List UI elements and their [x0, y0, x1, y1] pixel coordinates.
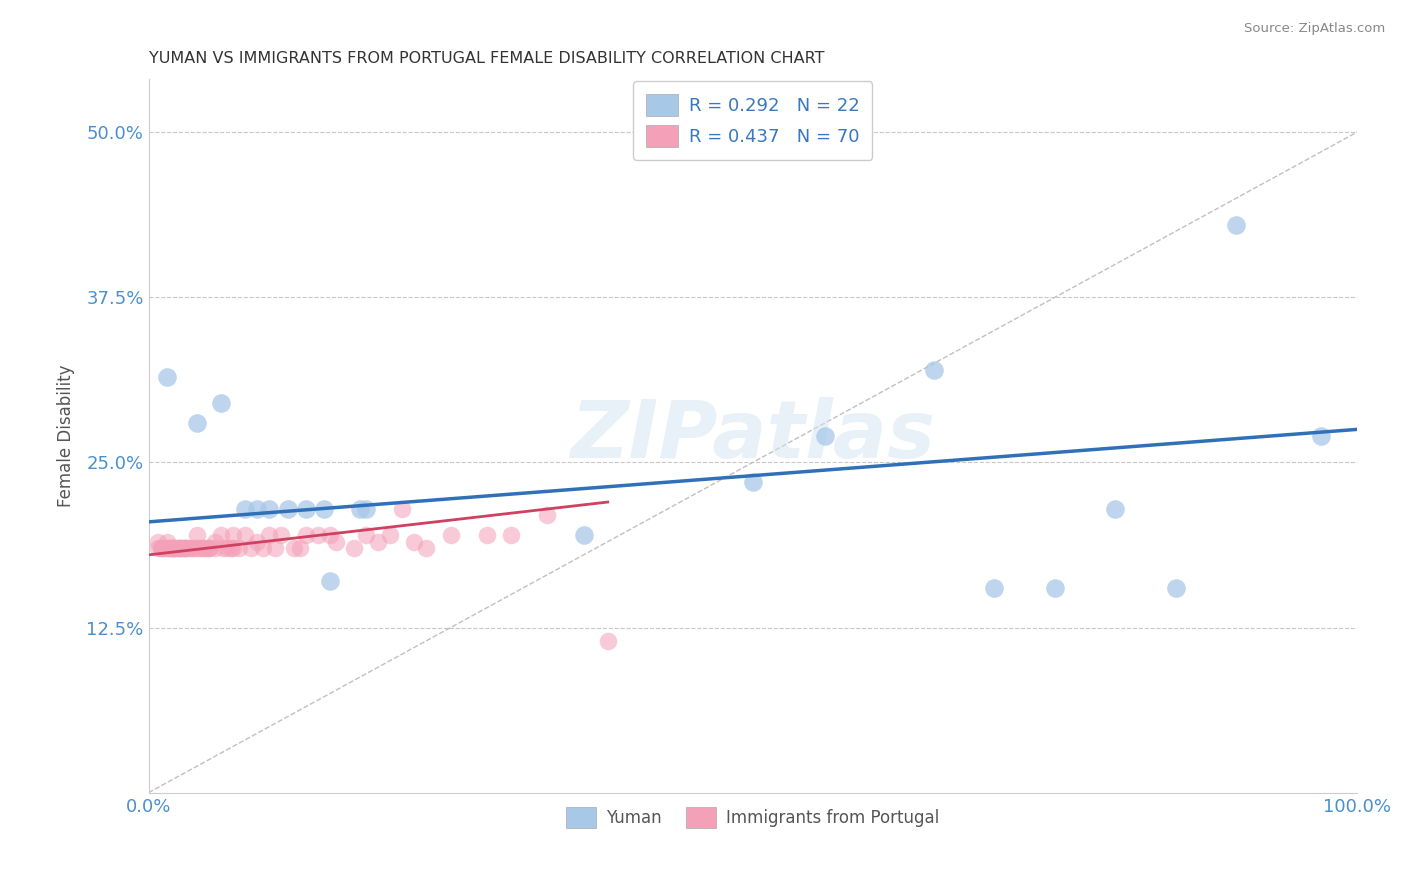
- Legend: Yuman, Immigrants from Portugal: Yuman, Immigrants from Portugal: [560, 801, 946, 834]
- Point: [188, 541, 211, 556]
- Point: [270, 528, 292, 542]
- Point: [233, 528, 256, 542]
- Point: [212, 541, 235, 556]
- Point: [325, 534, 347, 549]
- Point: [404, 534, 426, 549]
- Point: [240, 541, 263, 556]
- Point: [159, 541, 181, 556]
- Text: ZIPatlas: ZIPatlas: [571, 397, 935, 475]
- Point: [307, 528, 329, 542]
- Point: [167, 541, 190, 556]
- Point: [391, 501, 413, 516]
- Point: [222, 528, 245, 542]
- Point: [367, 534, 389, 549]
- Point: [349, 501, 371, 516]
- Point: [233, 501, 256, 516]
- Point: [180, 541, 202, 556]
- Point: [228, 541, 250, 556]
- Point: [167, 541, 190, 556]
- Point: [173, 541, 195, 556]
- Point: [246, 534, 269, 549]
- Point: [180, 541, 202, 556]
- Point: [276, 501, 298, 516]
- Point: [204, 541, 226, 556]
- Point: [172, 541, 194, 556]
- Point: [172, 541, 194, 556]
- Point: [380, 528, 402, 542]
- Point: [219, 541, 242, 556]
- Point: [173, 541, 195, 556]
- Point: [1164, 581, 1187, 595]
- Point: [319, 528, 342, 542]
- Point: [195, 541, 218, 556]
- Point: [156, 369, 179, 384]
- Point: [149, 541, 172, 556]
- Point: [165, 541, 187, 556]
- Point: [294, 501, 316, 516]
- Point: [572, 528, 595, 542]
- Point: [183, 541, 205, 556]
- Point: [246, 501, 269, 516]
- Point: [259, 528, 281, 542]
- Point: [148, 541, 170, 556]
- Point: [186, 528, 208, 542]
- Point: [354, 528, 377, 542]
- Point: [343, 541, 366, 556]
- Point: [1225, 218, 1247, 232]
- Point: [159, 541, 181, 556]
- Point: [222, 541, 245, 556]
- Point: [1309, 429, 1331, 443]
- Point: [259, 501, 281, 516]
- Point: [173, 541, 195, 556]
- Text: YUMAN VS IMMIGRANTS FROM PORTUGAL FEMALE DISABILITY CORRELATION CHART: YUMAN VS IMMIGRANTS FROM PORTUGAL FEMALE…: [149, 51, 824, 66]
- Point: [209, 396, 232, 410]
- Point: [152, 541, 174, 556]
- Point: [191, 541, 214, 556]
- Point: [156, 534, 179, 549]
- Point: [152, 541, 174, 556]
- Point: [1104, 501, 1126, 516]
- Point: [283, 541, 305, 556]
- Point: [198, 541, 221, 556]
- Point: [156, 541, 179, 556]
- Point: [252, 541, 274, 556]
- Text: Source: ZipAtlas.com: Source: ZipAtlas.com: [1244, 22, 1385, 36]
- Point: [191, 541, 214, 556]
- Point: [149, 541, 172, 556]
- Point: [209, 528, 232, 542]
- Point: [162, 541, 184, 556]
- Point: [1043, 581, 1066, 595]
- Point: [814, 429, 837, 443]
- Point: [475, 528, 498, 542]
- Point: [264, 541, 287, 556]
- Point: [165, 541, 187, 556]
- Point: [186, 416, 208, 430]
- Point: [312, 501, 335, 516]
- Point: [354, 501, 377, 516]
- Point: [176, 541, 198, 556]
- Point: [162, 541, 184, 556]
- Point: [217, 541, 239, 556]
- Point: [596, 633, 619, 648]
- Point: [440, 528, 463, 542]
- Point: [499, 528, 522, 542]
- Point: [148, 534, 170, 549]
- Point: [198, 541, 221, 556]
- Point: [186, 541, 208, 556]
- Point: [162, 541, 184, 556]
- Point: [319, 574, 342, 589]
- Point: [741, 475, 763, 490]
- Point: [983, 581, 1005, 595]
- Point: [294, 528, 316, 542]
- Point: [167, 541, 190, 556]
- Point: [415, 541, 437, 556]
- Point: [204, 534, 226, 549]
- Point: [536, 508, 558, 523]
- Point: [156, 541, 179, 556]
- Point: [922, 363, 945, 377]
- Point: [288, 541, 311, 556]
- Y-axis label: Female Disability: Female Disability: [58, 365, 75, 508]
